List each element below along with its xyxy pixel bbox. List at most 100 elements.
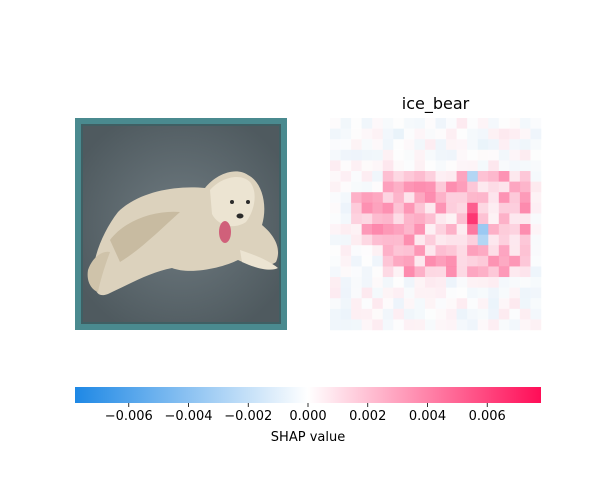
shap-cell — [340, 171, 352, 182]
shap-cell — [351, 160, 362, 172]
shap-cell — [340, 213, 352, 225]
shap-cell — [330, 202, 341, 214]
shap-cell — [372, 149, 384, 161]
shap-cell — [351, 224, 362, 235]
shap-cell — [330, 245, 341, 257]
shap-cell — [414, 224, 426, 235]
shap-cell — [330, 118, 341, 129]
shap-cell — [488, 298, 500, 310]
shap-cell — [509, 255, 521, 267]
colorbar-tick-label: 0.000 — [289, 409, 326, 424]
shap-cell — [509, 298, 521, 310]
shap-cell — [393, 118, 405, 129]
shap-cell — [467, 192, 478, 204]
shap-cell — [351, 277, 362, 288]
shap-cell — [435, 118, 447, 129]
shap-cell — [519, 192, 531, 204]
shap-cell — [361, 149, 373, 161]
shap-cell — [488, 319, 500, 331]
shap-cell — [477, 308, 489, 320]
shap-cell — [477, 245, 489, 257]
shap-cell — [477, 192, 489, 204]
shap-cell — [488, 171, 500, 182]
shap-cell — [488, 192, 500, 204]
shap-cell — [530, 128, 542, 140]
shap-cell — [477, 224, 489, 235]
shap-cell — [393, 266, 405, 278]
shap-cell — [477, 149, 489, 161]
shap-cell — [488, 181, 500, 193]
shap-cell — [361, 202, 373, 214]
shap-cell — [382, 224, 394, 235]
shap-cell — [530, 266, 542, 278]
shap-cell — [498, 287, 510, 299]
shap-cell — [488, 308, 500, 320]
shap-cell — [382, 128, 394, 140]
shap-cell — [467, 202, 478, 214]
shap-cell — [519, 308, 531, 320]
shap-cell — [424, 277, 436, 288]
shap-cell — [340, 308, 352, 320]
shap-cell — [382, 308, 394, 320]
shap-cell — [393, 139, 405, 151]
shap-cell — [361, 224, 373, 235]
shap-cell — [393, 298, 405, 310]
shap-cell — [519, 277, 531, 288]
shap-cell — [414, 139, 426, 151]
shap-cell — [424, 128, 436, 140]
shap-cell — [403, 224, 415, 235]
shap-cell — [393, 224, 405, 235]
shap-cell — [340, 255, 352, 267]
shap-cell — [467, 118, 478, 129]
shap-cell — [351, 149, 362, 161]
shap-cell — [477, 128, 489, 140]
shap-cell — [361, 234, 373, 246]
shap-cell — [414, 298, 426, 310]
shap-cell — [467, 181, 478, 193]
shap-cell — [372, 245, 384, 257]
shap-cell — [530, 181, 542, 193]
shap-cell — [519, 118, 531, 129]
shap-cell — [519, 255, 531, 267]
shap-cell — [435, 128, 447, 140]
shap-cell — [446, 213, 457, 225]
shap-cell — [467, 319, 478, 331]
shap-cell — [424, 266, 436, 278]
shap-cell — [414, 202, 426, 214]
shap-cell — [403, 171, 415, 182]
shap-cell — [382, 266, 394, 278]
shap-cell — [530, 255, 542, 267]
shap-cell — [382, 287, 394, 299]
shap-cell — [488, 139, 500, 151]
shap-cell — [351, 213, 362, 225]
shap-cell — [372, 287, 384, 299]
shap-cell — [519, 319, 531, 331]
shap-cell — [340, 319, 352, 331]
shap-cell — [488, 128, 500, 140]
shap-cell — [330, 171, 341, 182]
shap-cell — [340, 277, 352, 288]
shap-cell — [393, 213, 405, 225]
colorbar-tick-label: −0.004 — [164, 409, 212, 424]
shap-cell — [498, 213, 510, 225]
shap-cell — [372, 277, 384, 288]
shap-cell — [351, 128, 362, 140]
panel-title: ice_bear — [401, 94, 470, 113]
shap-cell — [435, 224, 447, 235]
shap-cell — [340, 287, 352, 299]
shap-cell — [403, 287, 415, 299]
shap-cell — [435, 171, 447, 182]
shap-cell — [393, 128, 405, 140]
shap-cell — [519, 234, 531, 246]
shap-cell — [351, 202, 362, 214]
shap-cell — [477, 319, 489, 331]
shap-cell — [361, 128, 373, 140]
shap-cell — [414, 234, 426, 246]
colorbar-tick-label: 0.006 — [469, 409, 506, 424]
shap-cell — [446, 224, 457, 235]
shap-cell — [372, 160, 384, 172]
shap-cell — [372, 128, 384, 140]
shap-cell — [456, 139, 468, 151]
shap-cell — [382, 298, 394, 310]
shap-cell — [519, 181, 531, 193]
